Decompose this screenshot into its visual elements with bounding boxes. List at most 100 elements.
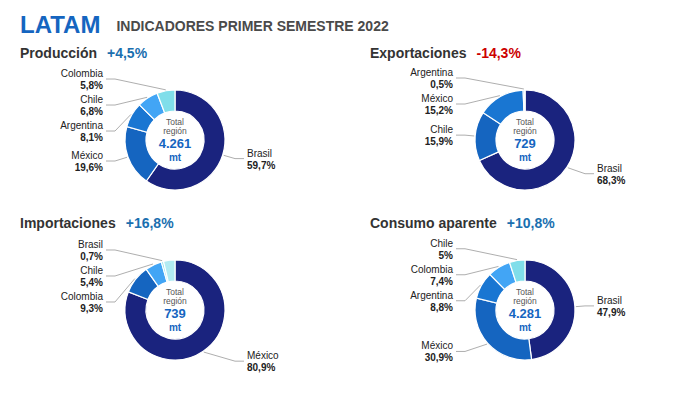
chart-title: Importaciones <box>20 215 116 231</box>
center-label: Totalregión <box>163 117 187 137</box>
slice-label: México30,9% <box>421 340 453 363</box>
slice-label: México19,6% <box>71 150 103 173</box>
center-label: Totalregión <box>163 287 187 307</box>
slice-label: Colombia5,8% <box>61 68 104 91</box>
slice-category: México <box>421 340 453 351</box>
center-label-line: Total <box>166 117 184 127</box>
slice-value: 0,5% <box>430 79 453 90</box>
slice-value: 6,8% <box>80 106 103 117</box>
slice-label: México80,9% <box>247 350 279 373</box>
page-subtitle: INDICADORES PRIMER SEMESTRE 2022 <box>116 18 388 34</box>
slice-value: 19,6% <box>75 162 103 173</box>
slice-category: Chile <box>430 238 453 249</box>
donut-slice <box>157 90 175 113</box>
center-label-line: región <box>513 296 537 306</box>
leader-line <box>568 168 594 174</box>
slice-label: Colombia9,3% <box>61 291 104 314</box>
slice-label: Colombia7,4% <box>411 264 454 287</box>
chart-title: Consumo aparente <box>370 215 497 231</box>
slices <box>125 90 225 190</box>
leader-line <box>106 114 131 131</box>
slice-value: 5,8% <box>80 80 103 91</box>
donut-slice <box>523 90 525 111</box>
slice-value: 9,3% <box>80 303 103 314</box>
slices <box>125 260 225 360</box>
donut-panel: Importaciones +16,8% Totalregión739mt Brasi… <box>20 215 279 373</box>
slice-category: Brasil <box>78 239 103 250</box>
slice-label: Chile15,9% <box>425 124 454 147</box>
donut-slice <box>524 90 526 111</box>
slice-label: Argentina8,1% <box>60 120 103 143</box>
slice-value: 8,1% <box>80 132 103 143</box>
center-label: 739 <box>164 306 186 321</box>
page: {"title": "LATAM", "subtitle": "INDICADO… <box>0 0 700 400</box>
slice-value: 59,7% <box>247 160 275 171</box>
slice-label: Brasil47,9% <box>597 295 625 318</box>
leader-line <box>224 155 244 158</box>
leader-line <box>106 157 127 161</box>
donut-slice <box>510 260 525 282</box>
center-label-line: región <box>163 296 187 306</box>
slice-label: Brasil59,7% <box>247 148 275 171</box>
center-label-line: mt <box>169 152 182 163</box>
slice-label: Chile5,4% <box>80 265 103 288</box>
chart-title: Producción <box>20 45 97 61</box>
center-label-line: mt <box>519 152 532 163</box>
leader-line <box>106 250 162 261</box>
variation: +16,8% <box>126 215 174 231</box>
slice-category: Argentina <box>410 67 453 78</box>
leader-line <box>456 285 481 301</box>
slice-value: 80,9% <box>247 362 275 373</box>
center-label-line: 739 <box>164 306 186 321</box>
leader-line <box>106 279 135 302</box>
variation: +4,5% <box>107 45 148 61</box>
center-label-line: 729 <box>514 136 536 151</box>
leader-line <box>106 79 166 90</box>
slice-category: Argentina <box>60 120 103 131</box>
slice-label: Argentina8,8% <box>410 290 453 313</box>
slice-category: México <box>421 93 453 104</box>
slice-value: 0,7% <box>80 251 103 262</box>
slice-category: Argentina <box>410 290 453 301</box>
slice-category: Chile <box>80 94 103 105</box>
center-label: mt <box>169 322 182 333</box>
center-label: 4.281 <box>509 306 542 321</box>
slice-value: 15,9% <box>425 136 453 147</box>
center-label-line: región <box>163 126 187 136</box>
variation: -14,3% <box>476 45 521 61</box>
center-label-line: mt <box>519 322 532 333</box>
slices <box>475 260 575 360</box>
slice-category: Brasil <box>597 295 622 306</box>
slice-category: Chile <box>430 124 453 135</box>
center-label: mt <box>169 152 182 163</box>
slice-category: México <box>71 150 103 161</box>
slice-value: 7,4% <box>430 276 453 287</box>
leader-line <box>456 249 517 260</box>
slice-category: Chile <box>80 265 103 276</box>
slice-value: 47,9% <box>597 307 625 318</box>
donut-panel: Producción+4,5%Totalregión4.261mtColombi… <box>20 45 275 190</box>
center-label-line: Total <box>166 287 184 297</box>
center-label: mt <box>519 322 532 333</box>
slice-value: 30,9% <box>425 352 453 363</box>
donut-slice <box>163 260 175 282</box>
slice-value: 5,4% <box>80 277 103 288</box>
slices <box>475 90 575 190</box>
donut-panel: Exportaciones-14,3%Totalregión729mtArgen… <box>370 45 625 190</box>
slice-category: Brasil <box>597 163 622 174</box>
slice-category: Brasil <box>247 148 272 159</box>
leader-line <box>576 305 594 307</box>
slice-label: Chile5% <box>430 238 453 261</box>
leader-line <box>456 344 487 351</box>
leader-line <box>204 352 244 361</box>
center-label-line: región <box>513 126 537 136</box>
center-label-line: Total <box>516 117 534 127</box>
slice-label: Brasil68,3% <box>597 163 625 186</box>
slice-category: Colombia <box>411 264 454 275</box>
slice-label: México15,2% <box>421 93 453 116</box>
center-label-line: Total <box>516 287 534 297</box>
leader-line <box>106 264 153 276</box>
leader-line <box>106 97 147 105</box>
leader-line <box>456 266 498 274</box>
leader-line <box>456 78 524 89</box>
